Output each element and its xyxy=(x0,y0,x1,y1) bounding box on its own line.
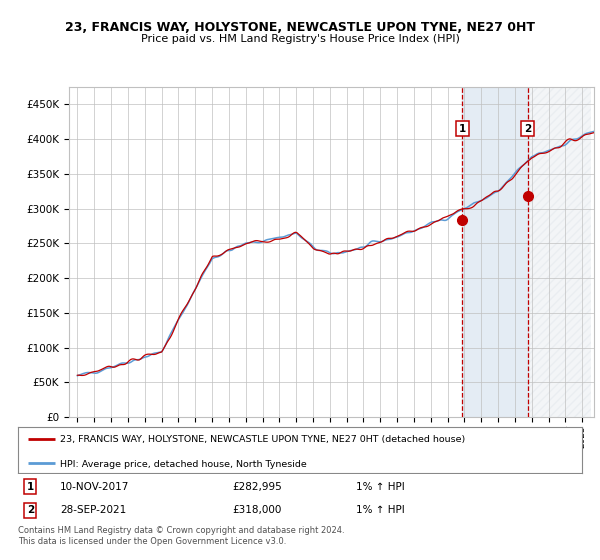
Text: 2: 2 xyxy=(524,124,531,133)
Text: 1% ↑ HPI: 1% ↑ HPI xyxy=(356,482,405,492)
Text: 23, FRANCIS WAY, HOLYSTONE, NEWCASTLE UPON TYNE, NE27 0HT: 23, FRANCIS WAY, HOLYSTONE, NEWCASTLE UP… xyxy=(65,21,535,34)
Text: 1: 1 xyxy=(458,124,466,133)
Bar xyxy=(462,87,527,417)
Text: 2: 2 xyxy=(27,505,34,515)
Text: Price paid vs. HM Land Registry's House Price Index (HPI): Price paid vs. HM Land Registry's House … xyxy=(140,34,460,44)
Text: 23, FRANCIS WAY, HOLYSTONE, NEWCASTLE UPON TYNE, NE27 0HT (detached house): 23, FRANCIS WAY, HOLYSTONE, NEWCASTLE UP… xyxy=(60,435,466,444)
Text: HPI: Average price, detached house, North Tyneside: HPI: Average price, detached house, Nort… xyxy=(60,460,307,469)
Text: 1% ↑ HPI: 1% ↑ HPI xyxy=(356,505,405,515)
Text: £282,995: £282,995 xyxy=(232,482,282,492)
Text: 28-SEP-2021: 28-SEP-2021 xyxy=(60,505,127,515)
Bar xyxy=(527,87,590,417)
Text: £318,000: £318,000 xyxy=(232,505,281,515)
Text: 1: 1 xyxy=(27,482,34,492)
Text: 10-NOV-2017: 10-NOV-2017 xyxy=(60,482,130,492)
Text: Contains HM Land Registry data © Crown copyright and database right 2024.
This d: Contains HM Land Registry data © Crown c… xyxy=(18,526,344,546)
